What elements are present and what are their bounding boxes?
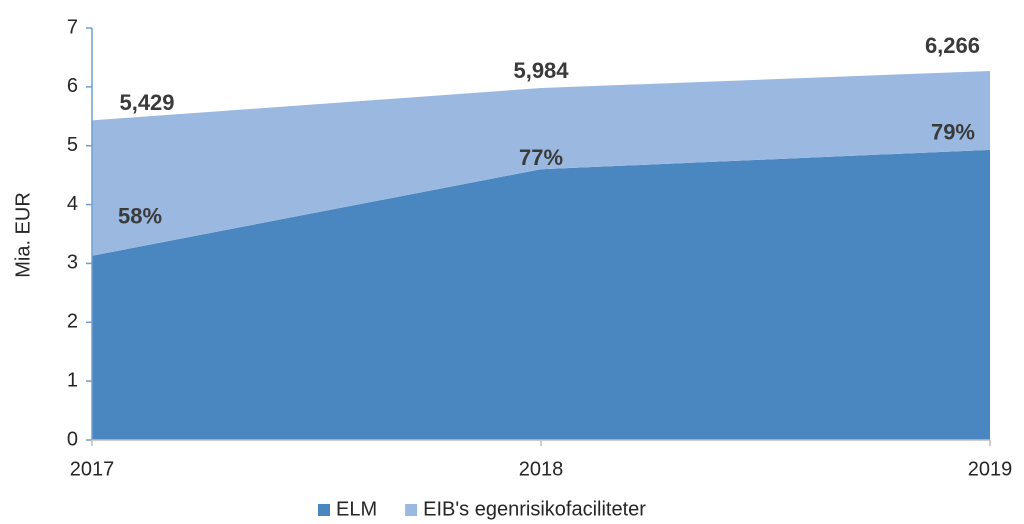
legend-swatch [318, 504, 330, 516]
legend-swatch [405, 504, 418, 516]
total-label: 6,266 [925, 33, 980, 58]
legend-label: ELM [336, 498, 377, 520]
y-tick-label: 6 [67, 75, 78, 97]
total-label: 5,984 [513, 58, 569, 83]
y-axis-title: Mia. EUR [12, 192, 34, 278]
area [92, 149, 990, 440]
y-tick-label: 1 [67, 369, 78, 391]
share-label: 79% [931, 120, 975, 145]
y-tick-label: 5 [67, 134, 78, 156]
y-tick-label: 4 [67, 193, 78, 215]
y-tick-label: 2 [67, 311, 78, 333]
x-tick-label: 2018 [519, 458, 564, 480]
total-label: 5,429 [119, 90, 174, 115]
y-tick-label: 0 [67, 428, 78, 450]
share-label: 58% [118, 204, 162, 229]
area [92, 70, 990, 256]
legend-label: EIB's egenrisikofaciliteter [423, 498, 646, 520]
x-tick-label: 2017 [70, 458, 115, 480]
x-tick-label: 2019 [968, 458, 1013, 480]
y-tick-label: 7 [67, 16, 78, 38]
share-label: 77% [519, 145, 563, 170]
y-tick-label: 3 [67, 252, 78, 274]
